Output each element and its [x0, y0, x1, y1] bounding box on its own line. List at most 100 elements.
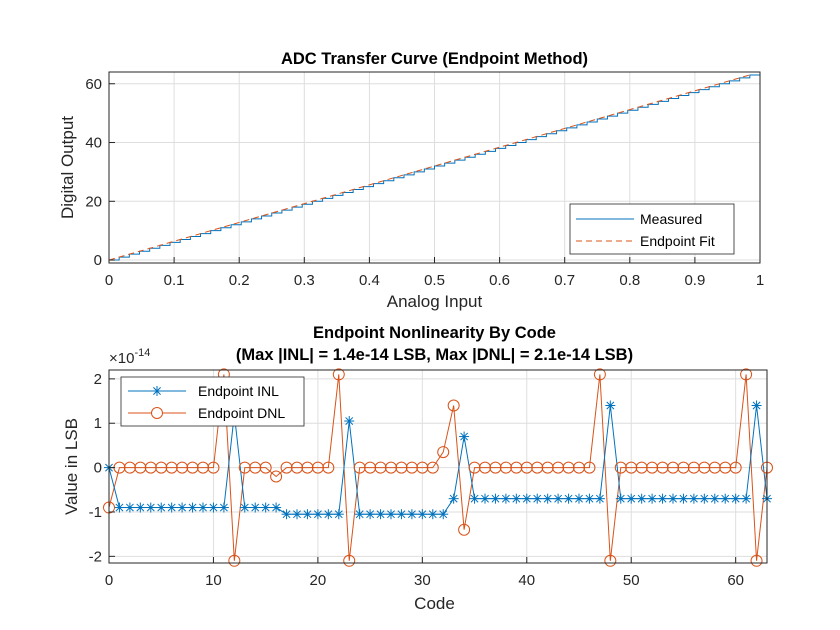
legend-dnl-marker — [151, 407, 163, 419]
dnl-point — [614, 461, 627, 474]
dnl-point — [656, 461, 669, 474]
inl-point — [427, 509, 438, 520]
inl-point — [333, 509, 344, 520]
inl-point — [500, 493, 511, 504]
inl-point — [636, 493, 647, 504]
x-tick-label: 0.9 — [684, 272, 705, 289]
nonlinearity-axes: 0 10 20 30 40 50 60 -2 -1 0 1 2 Endpoint Nonlineari… — [62, 324, 773, 613]
inl-point — [584, 493, 595, 504]
dnl-point — [552, 461, 565, 474]
dnl-point — [134, 461, 147, 474]
inl-point — [198, 502, 208, 513]
inl-point — [417, 509, 428, 520]
y-tick-label: -2 — [89, 548, 102, 565]
inl-point — [448, 493, 459, 504]
dnl-point — [405, 461, 418, 474]
dnl-point — [364, 461, 377, 474]
inl-point — [406, 509, 417, 520]
y-tick-label: -1 — [89, 504, 102, 521]
y-tick-label: 20 — [85, 193, 102, 210]
dnl-point — [123, 461, 136, 474]
inl-point — [615, 493, 626, 504]
chart-title: Endpoint Nonlinearity By Code — [313, 324, 556, 342]
y-axis-label: Value in LSB — [62, 418, 81, 515]
inl-point — [208, 502, 219, 513]
inl-point — [657, 493, 668, 504]
inl-point — [730, 493, 741, 504]
dnl-point — [426, 461, 439, 474]
inl-point — [239, 502, 250, 513]
x-tick-label: 0.2 — [229, 272, 250, 289]
inl-point — [678, 493, 689, 504]
dnl-point — [541, 461, 554, 474]
legend-box — [120, 376, 305, 427]
inl-point — [574, 493, 584, 504]
dnl-point — [207, 461, 220, 474]
x-tick-label: 0.8 — [619, 272, 640, 289]
dnl-point — [573, 461, 585, 474]
inl-point — [688, 493, 699, 504]
dnl-point — [332, 368, 345, 381]
dnl-point — [395, 461, 408, 474]
dnl-point — [165, 461, 178, 474]
x-tick-label: 0 — [105, 272, 113, 289]
dnl-point — [499, 461, 512, 474]
y-tick-label: 40 — [85, 135, 102, 152]
x-tick-label: 0.7 — [554, 272, 575, 289]
inl-point — [511, 493, 522, 504]
inl-point — [166, 502, 177, 513]
inl-point — [709, 493, 720, 504]
inl-point — [292, 509, 302, 520]
dnl-point — [667, 461, 679, 474]
dnl-point — [374, 461, 387, 474]
dnl-point — [593, 368, 606, 381]
inl-point — [124, 502, 135, 513]
inl-point — [720, 493, 731, 504]
inl-point — [156, 502, 167, 513]
dnl-point — [259, 461, 272, 474]
dnl-point — [750, 554, 763, 567]
inl-point — [365, 509, 376, 520]
inl-point — [260, 502, 271, 513]
inl-point — [438, 509, 449, 520]
dnl-point — [698, 461, 711, 474]
inl-point — [469, 493, 480, 504]
inl-point — [626, 493, 637, 504]
inl-point — [177, 502, 188, 513]
x-tick-label: 60 — [727, 572, 744, 589]
dnl-point — [489, 461, 502, 474]
legend: Endpoint INL Endpoint DNL — [120, 376, 305, 427]
y-axis-label: Digital Output — [58, 116, 77, 219]
inl-point — [323, 509, 334, 520]
dnl-point — [416, 461, 429, 474]
dnl-point — [301, 461, 314, 474]
x-tick-label: 0.3 — [294, 272, 315, 289]
inl-point — [490, 493, 501, 504]
tick-labels: 0 0.1 0.2 0.3 0.4 0.5 0.6 0.7 0.8 0.9 1 0 20 40 60 — [85, 76, 764, 289]
dnl-point — [740, 368, 753, 381]
dnl-point — [385, 461, 397, 474]
y-tick-label: 0 — [94, 252, 102, 269]
dnl-point — [479, 461, 491, 474]
inl-point — [302, 509, 313, 520]
dnl-point — [677, 461, 690, 474]
dnl-point — [291, 461, 303, 474]
dnl-point — [468, 461, 481, 474]
legend-fit-label: Endpoint Fit — [640, 233, 715, 249]
dnl-point — [343, 554, 356, 567]
dnl-point — [458, 523, 471, 536]
inl-point — [396, 509, 407, 520]
inl-point — [218, 502, 229, 513]
plot-area — [108, 74, 760, 261]
y-tick-label: 1 — [94, 415, 102, 432]
inl-point — [386, 509, 396, 520]
dnl-point — [719, 461, 732, 474]
inl-point — [594, 493, 605, 504]
dnl-point — [625, 461, 638, 474]
inl-point — [532, 493, 543, 504]
x-tick-label: 50 — [623, 572, 640, 589]
dnl-point — [583, 461, 596, 474]
x-tick-label: 1 — [756, 272, 764, 289]
inl-point — [751, 400, 762, 411]
endpoint-fit-line — [108, 74, 750, 261]
